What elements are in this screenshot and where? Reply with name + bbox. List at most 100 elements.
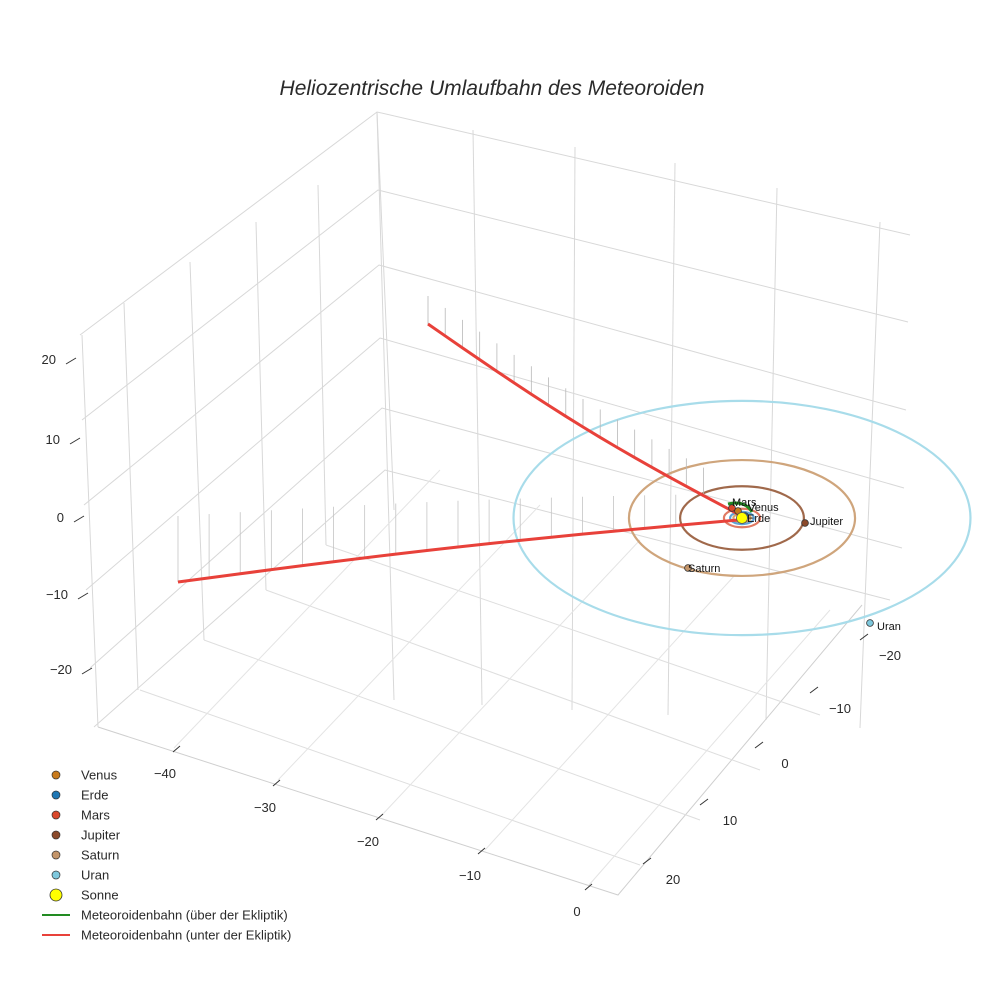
- planet-saturn: [684, 564, 692, 572]
- x-tick-mark: [477, 847, 486, 855]
- grid-line: [255, 221, 267, 591]
- y-tick-label: 0: [781, 756, 788, 771]
- legend-item[interactable]: Erde: [51, 788, 108, 803]
- planet-mars: [728, 504, 736, 512]
- grid-line: [123, 302, 139, 691]
- grid-line: [376, 111, 395, 511]
- legend-item[interactable]: Meteoroidenbahn (unter der Ekliptik): [42, 928, 291, 943]
- orbit-mars: [722, 507, 762, 529]
- z-tick-mark: [73, 515, 85, 523]
- grid-floor-edge: [97, 604, 863, 896]
- trajectory-below-incoming: [427, 322, 739, 516]
- legend-label: Uran: [81, 868, 109, 883]
- planet-label-venus: Venus: [748, 502, 779, 514]
- legend-item[interactable]: Saturn: [51, 848, 119, 863]
- y-tick-mark: [809, 686, 819, 694]
- x-tick-label: −10: [459, 868, 481, 883]
- trajectory-above: [727, 501, 754, 513]
- legend[interactable]: Venus Erde Mars Jupiter Saturn Uran Sonne Meteo…: [42, 768, 291, 943]
- z-tick-mark: [81, 667, 93, 675]
- z-tick-mark: [77, 592, 89, 600]
- grid-line: [859, 221, 881, 729]
- legend-label: Jupiter: [81, 828, 121, 843]
- axis-ticks: −20 −10 0 10 20 −40 −30 −20 −10 0 −20 −10 0 10 20: [42, 352, 902, 919]
- legend-label: Meteoroidenbahn (über der Ekliptik): [81, 908, 288, 923]
- y-tick-label: 20: [666, 872, 680, 887]
- z-tick-mark: [69, 437, 81, 445]
- grid-line: [93, 469, 891, 728]
- grid-line: [381, 539, 641, 816]
- x-tick-mark: [172, 745, 181, 753]
- legend-marker: [51, 850, 61, 860]
- y-tick-mark: [754, 741, 764, 749]
- y-tick-label: −10: [829, 701, 851, 716]
- grid-line: [203, 639, 701, 821]
- orbit-erde: [728, 510, 755, 526]
- x-tick-label: 0: [573, 904, 580, 919]
- z-tick-label: 0: [57, 510, 64, 525]
- orbit-uran: [512, 399, 972, 637]
- grid-line: [484, 574, 736, 851]
- legend-label: Sonne: [81, 888, 119, 903]
- grid-line: [325, 544, 821, 716]
- z-tick-label: 20: [42, 352, 56, 367]
- planet-jupiter: [801, 519, 809, 527]
- legend-item[interactable]: Jupiter: [51, 828, 121, 843]
- y-tick-mark: [642, 857, 652, 865]
- planet-uran: [866, 619, 874, 627]
- orbit-jupiter: [679, 485, 805, 551]
- x-tick-mark: [375, 813, 384, 821]
- grid-line: [85, 337, 905, 591]
- planet-orbits: [512, 399, 972, 637]
- grid-line: [173, 469, 441, 749]
- planet-label-uran: Uran: [877, 621, 901, 633]
- grid-line: [83, 264, 907, 506]
- legend-item[interactable]: Meteoroidenbahn (über der Ekliptik): [42, 908, 288, 923]
- grid-line: [667, 162, 676, 716]
- meteoroid-drop-lines: [177, 296, 704, 582]
- grid: [79, 111, 911, 896]
- legend-label: Mars: [81, 808, 110, 823]
- grid-line: [376, 111, 395, 701]
- legend-item[interactable]: Venus: [51, 768, 118, 783]
- grid-line: [317, 184, 327, 546]
- legend-item[interactable]: Sonne: [49, 888, 119, 903]
- grid-line: [81, 189, 909, 421]
- legend-label: Meteoroidenbahn (unter der Ekliptik): [81, 928, 291, 943]
- y-tick-mark: [699, 798, 709, 806]
- grid-line: [265, 589, 761, 771]
- grid-line: [472, 129, 483, 706]
- y-tick-label: −20: [879, 648, 901, 663]
- grid-line: [89, 407, 903, 669]
- legend-marker: [51, 870, 61, 880]
- x-tick-label: −20: [357, 834, 379, 849]
- x-tick-label: −30: [254, 800, 276, 815]
- legend-label: Venus: [81, 768, 118, 783]
- planet-label-saturn: Saturn: [688, 563, 720, 575]
- legend-item[interactable]: Uran: [51, 868, 109, 883]
- legend-label: Erde: [81, 788, 108, 803]
- x-tick-mark: [272, 779, 281, 787]
- x-tick-label: −40: [154, 766, 176, 781]
- legend-marker: [51, 790, 61, 800]
- legend-marker: [49, 888, 63, 902]
- legend-item[interactable]: Mars: [51, 808, 110, 823]
- meteoroid-trajectory: [177, 322, 754, 584]
- legend-marker: [51, 830, 61, 840]
- grid-line: [277, 504, 541, 781]
- grid-line: [79, 111, 911, 336]
- grid-line: [765, 187, 778, 721]
- chart-title: Heliozentrische Umlaufbahn des Meteoroid…: [280, 77, 705, 100]
- legend-label: Saturn: [81, 848, 119, 863]
- grid-line: [588, 609, 831, 886]
- grid-line: [139, 689, 641, 866]
- y-tick-mark: [859, 633, 869, 641]
- planet-label-mars: Mars: [732, 497, 757, 509]
- z-tick-label: −20: [50, 662, 72, 677]
- z-tick-label: 10: [46, 432, 60, 447]
- legend-marker: [51, 810, 61, 820]
- y-tick-label: 10: [723, 813, 737, 828]
